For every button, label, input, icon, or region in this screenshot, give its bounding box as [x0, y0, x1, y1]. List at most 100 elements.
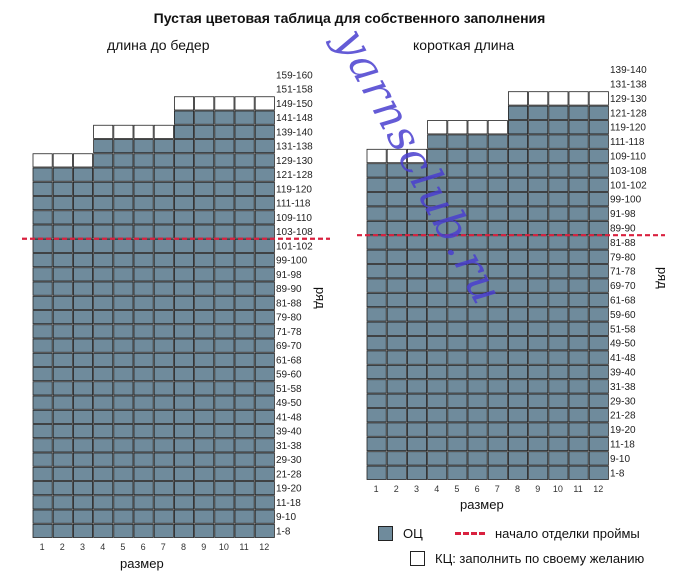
right-chart-cell	[568, 393, 589, 408]
left-chart-cell	[173, 139, 194, 154]
right-chart-cell	[467, 408, 488, 423]
left-chart-cell	[153, 210, 174, 225]
right-chart-cell	[507, 249, 528, 264]
left-chart-x-axis-label: размер	[120, 556, 164, 571]
right-chart-cell	[528, 105, 549, 120]
right-chart-cell	[507, 177, 528, 192]
left-chart-cell	[173, 267, 194, 282]
right-chart-cell	[568, 163, 589, 178]
right-chart-size-label: 7	[495, 484, 500, 494]
right-chart-cell	[447, 393, 468, 408]
left-chart-cell	[234, 224, 255, 239]
right-chart-size-label: 1	[374, 484, 379, 494]
right-chart-cell	[366, 206, 387, 221]
right-chart-cell	[528, 249, 549, 264]
right-chart-cell	[507, 379, 528, 394]
right-chart-cell	[548, 422, 569, 437]
right-chart-cell	[487, 192, 508, 207]
right-chart-cell	[406, 364, 427, 380]
left-chart-cell	[93, 281, 114, 296]
right-chart-cell	[507, 105, 528, 120]
left-chart-cell	[133, 481, 154, 496]
right-chart-cell	[568, 206, 589, 221]
right-chart-cell	[588, 408, 609, 423]
right-chart-cell	[386, 278, 407, 293]
left-chart-cell	[214, 509, 235, 524]
left-chart-cell	[153, 281, 174, 296]
right-chart-cell	[507, 451, 528, 466]
right-chart-size-label: 12	[593, 484, 603, 494]
left-chart-cell	[153, 466, 174, 481]
right-chart-cell	[467, 465, 488, 480]
left-chart-cell	[234, 96, 255, 111]
left-chart-cell	[52, 224, 73, 239]
right-chart-cell	[507, 120, 528, 135]
left-chart-cell	[32, 495, 53, 510]
right-chart-cell	[406, 465, 427, 480]
right-chart-cell	[588, 134, 609, 149]
left-chart-row-label: 41-48	[276, 412, 302, 423]
right-chart-row-label: 21-28	[610, 411, 636, 422]
right-chart-cell	[447, 422, 468, 437]
left-chart-row-label: 103-108	[276, 227, 313, 238]
right-chart-cell	[386, 379, 407, 394]
right-chart-row-label: 9-10	[610, 454, 630, 465]
left-chart-cell	[254, 338, 275, 353]
left-chart-cell	[52, 238, 73, 253]
right-chart-cell	[366, 422, 387, 437]
right-chart-cell	[588, 465, 609, 480]
left-chart-cell	[52, 295, 73, 310]
left-chart-cell	[214, 481, 235, 496]
right-chart-row-label: 101-102	[610, 180, 647, 191]
right-chart-cell	[487, 321, 508, 336]
right-chart-cell	[366, 163, 387, 178]
right-chart-cell	[487, 278, 508, 293]
right-chart-cell	[467, 278, 488, 293]
right-chart-row-label: 19-20	[610, 425, 636, 436]
legend-contrast-color: КЦ: заполнить по своему желанию	[410, 551, 644, 566]
left-chart-cell	[214, 381, 235, 396]
left-chart-cell	[93, 495, 114, 510]
right-chart-cell	[427, 307, 448, 322]
right-chart-cell	[386, 192, 407, 207]
left-chart-cell	[254, 196, 275, 211]
left-chart-cell	[113, 224, 134, 239]
left-chart-cell	[153, 367, 174, 382]
left-chart-cell	[194, 523, 215, 538]
right-chart-cell	[588, 278, 609, 293]
right-chart-cell	[366, 307, 387, 322]
left-chart-cell	[52, 495, 73, 510]
right-chart-cell	[548, 465, 569, 480]
left-chart-cell	[113, 381, 134, 396]
right-chart-cell	[588, 436, 609, 452]
left-chart-cell	[113, 509, 134, 524]
left-chart-row-label: 109-110	[276, 213, 312, 224]
right-chart-cell	[427, 249, 448, 264]
right-chart-cell	[568, 120, 589, 135]
left-chart-cell	[93, 167, 114, 182]
left-chart-cell	[52, 352, 73, 367]
left-chart-cell	[153, 509, 174, 524]
left-chart-cell	[194, 424, 215, 439]
left-chart-cell	[173, 352, 194, 367]
right-chart-cell	[386, 249, 407, 264]
left-chart-cell	[173, 452, 194, 467]
left-chart-cell	[32, 238, 53, 253]
right-chart-cell	[568, 220, 589, 236]
left-chart-cell	[194, 167, 215, 182]
right-chart-cell	[406, 321, 427, 336]
right-chart-cell	[528, 422, 549, 437]
left-chart-cell	[153, 481, 174, 496]
left-chart-row-label: 129-130	[276, 156, 313, 167]
left-chart-cell	[52, 481, 73, 496]
left-chart-cell	[93, 295, 114, 310]
right-chart-cell	[366, 192, 387, 207]
left-chart-cell	[32, 438, 53, 453]
right-chart-cell	[588, 163, 609, 178]
right-chart-cell	[548, 91, 569, 106]
left-chart-cell	[254, 495, 275, 510]
right-chart-cell	[427, 465, 448, 480]
right-chart-cell	[487, 148, 508, 164]
right-chart-cell	[427, 120, 448, 135]
left-chart-cell	[214, 167, 235, 182]
